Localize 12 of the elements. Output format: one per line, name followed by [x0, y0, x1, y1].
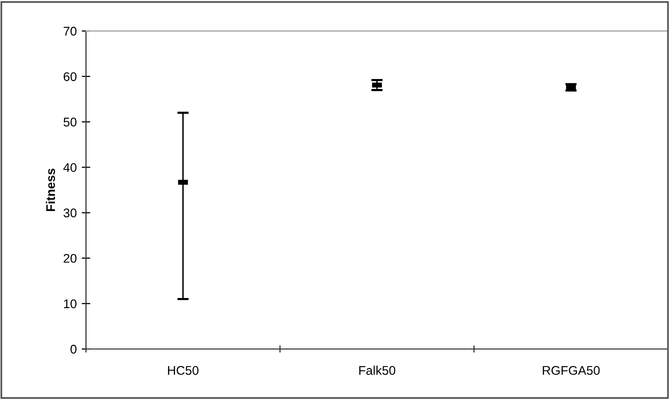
y-axis-title: Fitness — [46, 168, 56, 212]
y-tick-label: 50 — [64, 118, 76, 127]
y-tick-label: 0 — [70, 344, 76, 354]
x-tick-label: HC50 — [168, 366, 198, 375]
y-tick-label: 30 — [64, 208, 76, 218]
x-tick-label: Falk50 — [359, 366, 396, 375]
y-tick-label: 20 — [64, 254, 76, 263]
y-tick-label: 70 — [64, 26, 76, 36]
y-tick-label: 60 — [64, 72, 76, 82]
y-tick-label: 40 — [63, 163, 76, 172]
x-tick-label: RGFGA50 — [542, 366, 600, 375]
y-tick-label: 10 — [64, 299, 76, 308]
